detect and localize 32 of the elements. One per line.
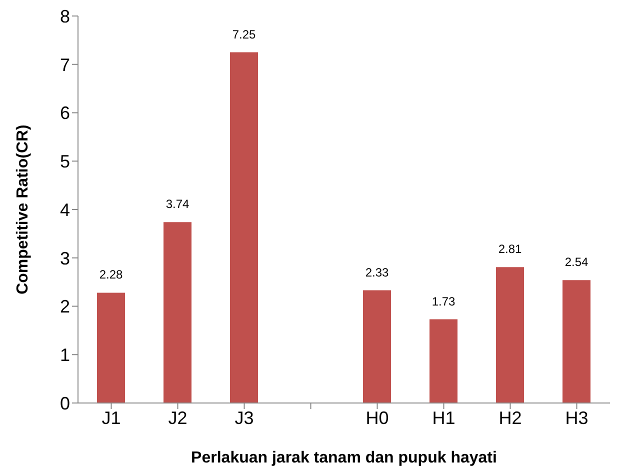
- bar: [97, 292, 125, 403]
- data-label: 7.25: [232, 27, 256, 42]
- x-tick-label: H2: [498, 408, 522, 428]
- x-tick-label: H0: [366, 408, 389, 428]
- data-label: 2.28: [99, 268, 123, 282]
- y-axis-title: Competitive Ratio(CR): [14, 124, 32, 294]
- y-tick-label: 6: [60, 103, 70, 124]
- x-tick-label: H3: [565, 408, 588, 428]
- data-label: 1.73: [432, 294, 456, 308]
- y-tick-label: 0: [60, 393, 70, 414]
- data-label: 3.74: [166, 197, 190, 212]
- data-label: 2.81: [498, 242, 522, 256]
- bar: [363, 290, 391, 403]
- x-tick-label: J3: [234, 408, 254, 428]
- x-tick-label: H1: [432, 408, 456, 428]
- y-tick-label: 5: [60, 152, 70, 172]
- y-tick-label: 7: [60, 54, 70, 75]
- bar: [430, 319, 458, 403]
- bar: [496, 267, 524, 403]
- y-tick-label: 8: [60, 6, 70, 26]
- y-tick-label: 4: [60, 200, 70, 220]
- bar: [164, 222, 192, 403]
- data-label: 2.33: [365, 265, 389, 280]
- bar: [562, 280, 590, 403]
- x-tick-label: J2: [168, 408, 188, 428]
- x-tick-label: J1: [102, 408, 121, 428]
- y-tick-label: 1: [60, 345, 70, 366]
- x-axis-title: Perlakuan jarak tanam dan pupuk hayati: [191, 449, 497, 466]
- y-tick-label: 2: [60, 296, 70, 317]
- data-label: 2.54: [564, 255, 588, 270]
- y-tick-label: 3: [60, 248, 70, 268]
- bar: [230, 52, 258, 403]
